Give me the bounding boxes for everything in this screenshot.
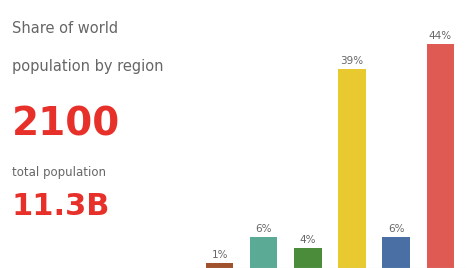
Text: 2100: 2100 xyxy=(12,105,120,143)
Text: 6%: 6% xyxy=(388,224,404,234)
Text: Share of world: Share of world xyxy=(12,21,118,36)
Bar xyxy=(338,69,365,268)
Text: population by region: population by region xyxy=(12,59,164,74)
Bar xyxy=(206,263,233,268)
Bar xyxy=(250,237,277,268)
Text: 11.3B: 11.3B xyxy=(12,192,110,221)
Text: 44%: 44% xyxy=(428,31,452,41)
Text: 6%: 6% xyxy=(255,224,272,234)
Text: 39%: 39% xyxy=(340,56,364,66)
Bar xyxy=(383,237,410,268)
Bar xyxy=(427,44,454,268)
Text: total population: total population xyxy=(12,166,106,179)
Bar xyxy=(294,248,321,268)
Text: 4%: 4% xyxy=(300,234,316,245)
Text: 1%: 1% xyxy=(211,250,228,260)
